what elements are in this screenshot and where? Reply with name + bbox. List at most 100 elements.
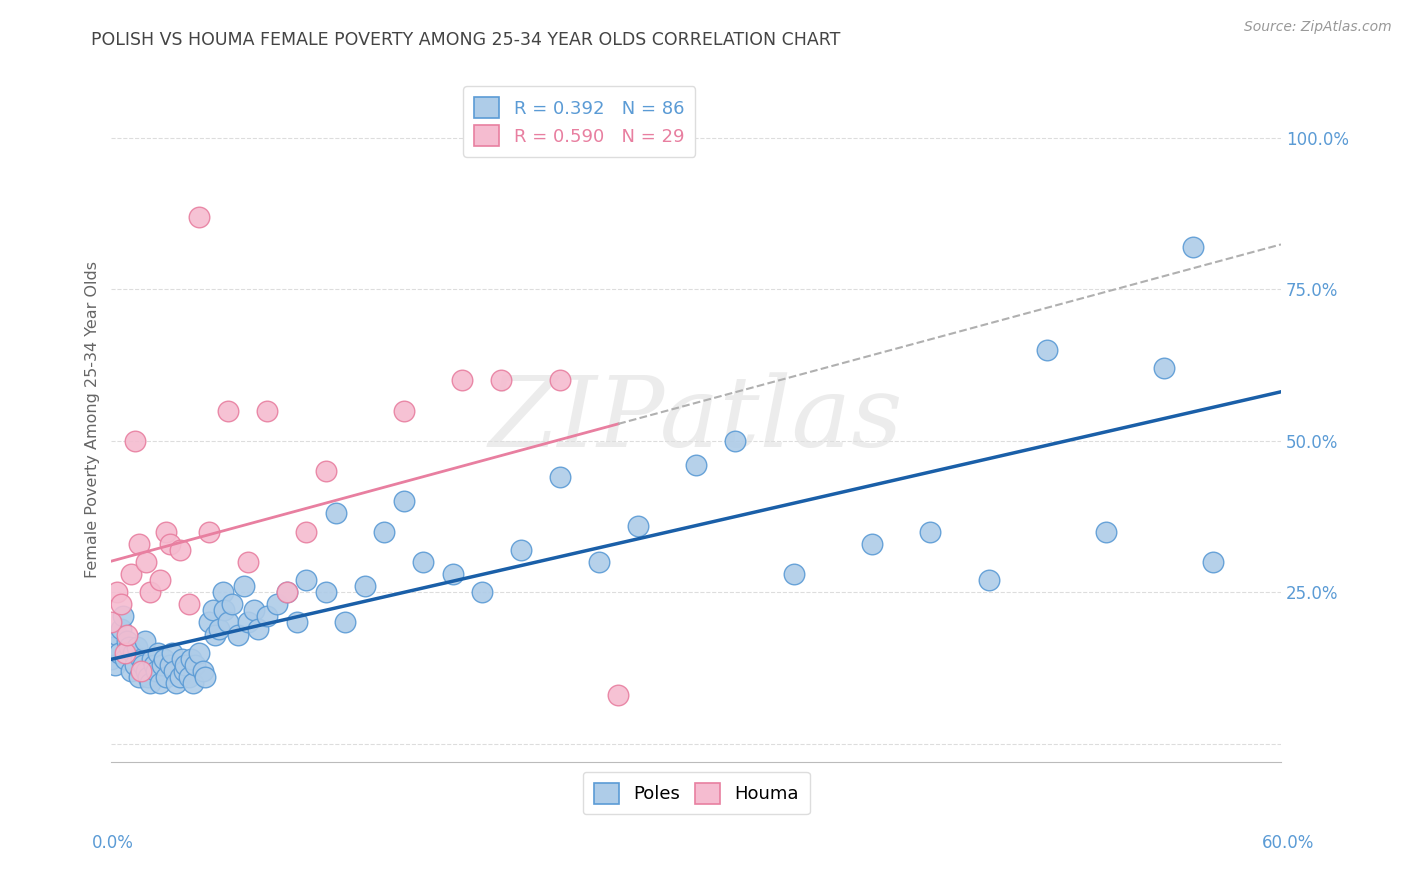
Point <box>179 670 201 684</box>
Text: 60.0%: 60.0% <box>1263 834 1315 852</box>
Point <box>412 555 434 569</box>
Point <box>125 640 148 654</box>
Point <box>920 524 942 539</box>
Point <box>207 622 229 636</box>
Point <box>246 622 269 636</box>
Point <box>325 507 347 521</box>
Text: Source: ZipAtlas.com: Source: ZipAtlas.com <box>1244 20 1392 34</box>
Point <box>373 524 395 539</box>
Point <box>115 633 138 648</box>
Point <box>129 664 152 678</box>
Point <box>150 657 173 672</box>
Point <box>128 670 150 684</box>
Text: 0.0%: 0.0% <box>91 834 134 852</box>
Point <box>179 597 201 611</box>
Point <box>242 603 264 617</box>
Point <box>138 670 160 684</box>
Point <box>170 652 193 666</box>
Point <box>724 434 747 448</box>
Point <box>198 615 221 630</box>
Point <box>392 403 415 417</box>
Point <box>129 652 152 666</box>
Point <box>100 652 122 666</box>
Point <box>285 615 308 630</box>
Point <box>1094 524 1116 539</box>
Point <box>120 567 142 582</box>
Point <box>211 585 233 599</box>
Point <box>120 664 142 678</box>
Point <box>155 524 177 539</box>
Point <box>112 609 135 624</box>
Point <box>131 657 153 672</box>
Point <box>236 555 259 569</box>
Point <box>143 657 166 672</box>
Point <box>105 627 128 641</box>
Point <box>110 597 132 611</box>
Point <box>353 579 375 593</box>
Point <box>471 585 494 599</box>
Point <box>169 670 191 684</box>
Point <box>118 640 141 654</box>
Point <box>217 403 239 417</box>
Point <box>977 573 1000 587</box>
Point <box>135 555 157 569</box>
Legend: Poles, Houma: Poles, Houma <box>582 772 810 814</box>
Point <box>295 524 318 539</box>
Point <box>188 210 211 224</box>
Point <box>141 652 163 666</box>
Point <box>165 676 187 690</box>
Point <box>236 615 259 630</box>
Point <box>159 657 181 672</box>
Point <box>1036 343 1059 357</box>
Point <box>221 597 243 611</box>
Point <box>110 622 132 636</box>
Point <box>139 585 162 599</box>
Point <box>256 609 278 624</box>
Point <box>155 670 177 684</box>
Point <box>194 670 217 684</box>
Point <box>184 657 207 672</box>
Point <box>233 579 256 593</box>
Point <box>226 627 249 641</box>
Point <box>214 603 236 617</box>
Point <box>392 494 415 508</box>
Point <box>335 615 357 630</box>
Point <box>163 664 186 678</box>
Point <box>139 676 162 690</box>
Point <box>115 627 138 641</box>
Point <box>198 524 221 539</box>
Point <box>174 657 197 672</box>
Point <box>191 664 214 678</box>
Point <box>159 537 181 551</box>
Point <box>134 633 156 648</box>
Point <box>451 373 474 387</box>
Point <box>276 585 298 599</box>
Point <box>114 646 136 660</box>
Point <box>105 585 128 599</box>
Text: ZIPatlas: ZIPatlas <box>489 372 904 467</box>
Point <box>295 573 318 587</box>
Point <box>114 652 136 666</box>
Point <box>180 652 202 666</box>
Point <box>100 615 122 630</box>
Text: POLISH VS HOUMA FEMALE POVERTY AMONG 25-34 YEAR OLDS CORRELATION CHART: POLISH VS HOUMA FEMALE POVERTY AMONG 25-… <box>91 31 841 49</box>
Point <box>1202 555 1225 569</box>
Point <box>266 597 288 611</box>
Point <box>782 567 804 582</box>
Point <box>548 373 571 387</box>
Point <box>103 640 125 654</box>
Point <box>256 403 278 417</box>
Point <box>173 664 195 678</box>
Point <box>121 646 143 660</box>
Point <box>108 646 131 660</box>
Point <box>149 573 172 587</box>
Point <box>1182 240 1205 254</box>
Point <box>181 676 204 690</box>
Point <box>169 542 191 557</box>
Point <box>685 458 707 472</box>
Point <box>588 555 610 569</box>
Point <box>607 688 630 702</box>
Point <box>627 518 650 533</box>
Point <box>276 585 298 599</box>
Point <box>315 585 337 599</box>
